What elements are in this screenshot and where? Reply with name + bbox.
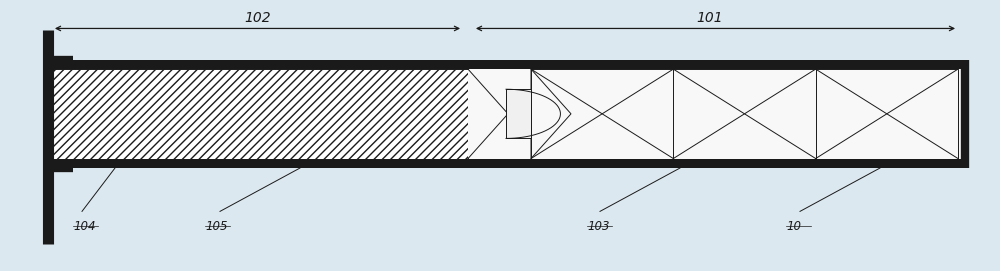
Text: 104: 104 <box>73 220 96 233</box>
Text: 105: 105 <box>205 220 228 233</box>
Bar <box>506 89 531 138</box>
Bar <box>531 69 958 159</box>
Text: 103: 103 <box>587 220 610 233</box>
Bar <box>50 60 965 69</box>
Bar <box>531 69 958 159</box>
Bar <box>50 159 965 168</box>
Polygon shape <box>531 69 571 159</box>
Text: 102: 102 <box>245 11 271 25</box>
Text: 10: 10 <box>786 220 801 233</box>
Bar <box>50 69 468 159</box>
Polygon shape <box>468 69 508 159</box>
Text: 101: 101 <box>697 11 723 25</box>
Bar <box>50 69 965 159</box>
